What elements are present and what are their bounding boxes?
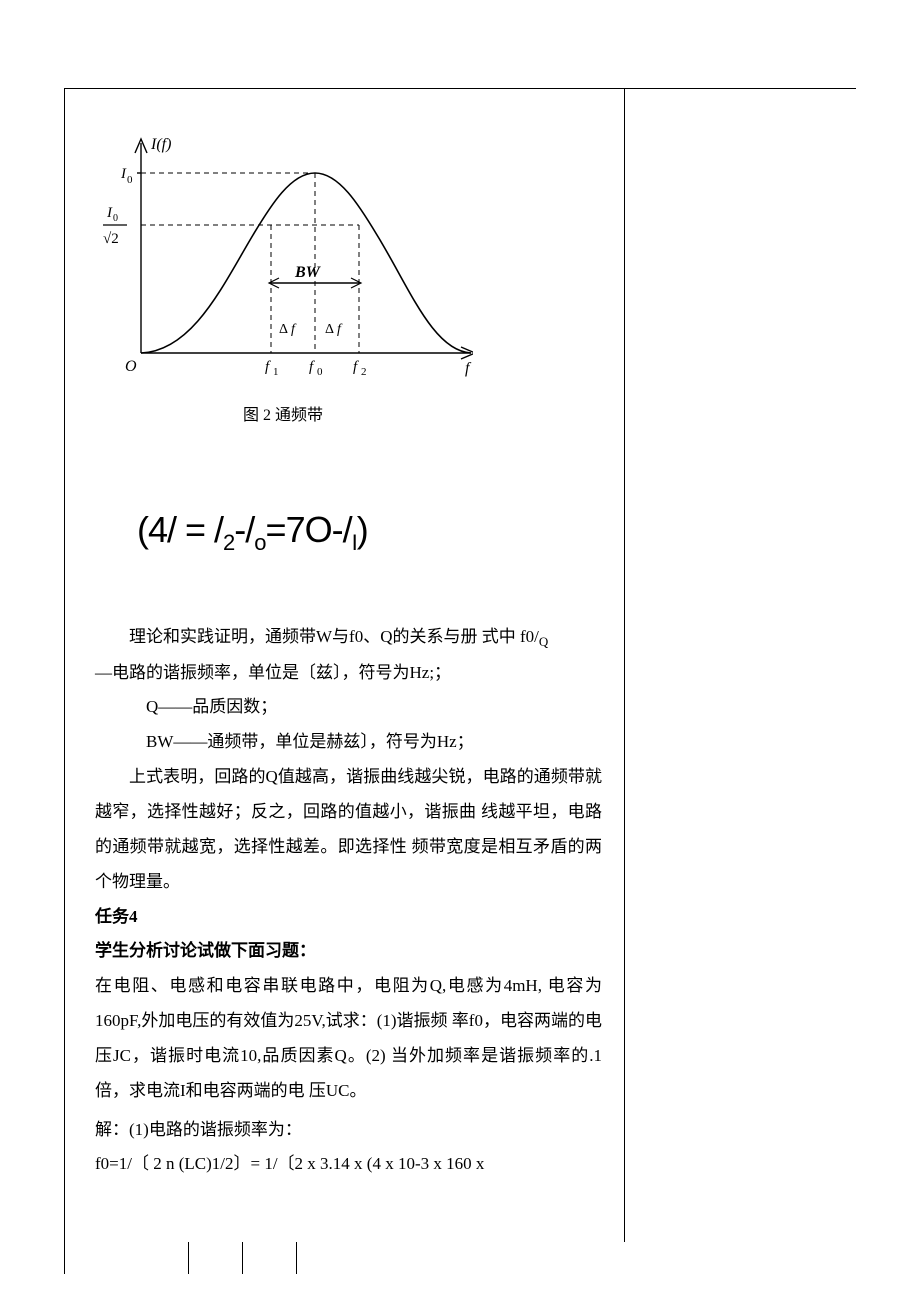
para-4: BW――通频带，单位是赫兹〕，符号为Hz； [95, 725, 602, 760]
question-body: 在电阻、电感和电容串联电路中，电阻为Q,电感为4mH, 电容为160pF,外加电… [95, 969, 602, 1108]
side-cell-3 [243, 1242, 297, 1274]
para-1a: 理论和实践证明，通频带W与f0、Q的关系与册 式中 f0/ [129, 627, 539, 646]
formula-line: (4/ = /2-/o=7O-/I) [65, 425, 624, 620]
main-column: I 0 I 0 √2 I(f) f O f 1 f 0 f [65, 89, 625, 1242]
svg-text:0: 0 [317, 366, 323, 378]
formula-sub1: 2 [223, 530, 234, 555]
chart-container: I 0 I 0 √2 I(f) f O f 1 f 0 f [65, 89, 624, 425]
svg-text:√2: √2 [103, 231, 119, 247]
y-axis-label: I(f) [150, 136, 171, 153]
para-1: 理论和实践证明，通频带W与f0、Q的关系与册 式中 f0/Q [95, 620, 602, 656]
svg-text:f: f [337, 322, 343, 337]
formula-p4: =7O-/ [266, 509, 352, 550]
svg-text:f: f [353, 359, 359, 375]
svg-text:0: 0 [113, 213, 118, 224]
formula-sub2: o [254, 530, 265, 555]
ytick-peak-sub: 0 [127, 174, 133, 186]
ytick-peak: I [120, 166, 127, 182]
svg-text:f: f [309, 359, 315, 375]
svg-text:2: 2 [361, 366, 367, 378]
content-inner: I 0 I 0 √2 I(f) f O f 1 f 0 f [65, 89, 624, 1242]
page-frame: I 0 I 0 √2 I(f) f O f 1 f 0 f [64, 88, 856, 1274]
side-cell-1 [65, 1242, 189, 1274]
solution-block: 解：(1)电路的谐振频率为： f0=1/〔 2 n (LC)1/2〕= 1/〔2… [65, 1113, 624, 1243]
text-block: 理论和实践证明，通频带W与f0、Q的关系与册 式中 f0/Q —电路的谐振频率，… [65, 620, 624, 1113]
svg-text:f: f [291, 322, 297, 337]
chart-caption: 图 2 通频带 [93, 401, 473, 425]
para-5: 上式表明，回路的Q值越高，谐振曲线越尖锐，电路的通频带就越窄，选择性越好；反之，… [95, 760, 602, 899]
side-columns [65, 1242, 297, 1274]
task-subtitle: 学生分析讨论试做下面习题： [95, 934, 602, 969]
origin-label: O [125, 358, 137, 375]
solution-line-2: f0=1/〔 2 n (LC)1/2〕= 1/〔2 x 3.14 x (4 x … [95, 1147, 602, 1182]
bw-label: BW [294, 264, 322, 281]
para-1-sub: Q [539, 634, 548, 649]
solution-line-1: 解：(1)电路的谐振频率为： [95, 1113, 602, 1148]
svg-text:I: I [106, 205, 113, 221]
svg-text:1: 1 [273, 366, 279, 378]
side-cell-2 [189, 1242, 243, 1274]
para-3: Q――品质因数； [95, 690, 602, 725]
svg-text:Δ: Δ [279, 322, 288, 337]
task-title: 任务4 [95, 900, 602, 935]
formula-p6: ) [357, 509, 368, 550]
formula-p2: -/ [234, 509, 254, 550]
svg-text:f: f [265, 359, 271, 375]
x-axis-label: f [465, 360, 472, 377]
bandwidth-chart: I 0 I 0 √2 I(f) f O f 1 f 0 f [93, 125, 473, 395]
svg-text:Δ: Δ [325, 322, 334, 337]
formula-p0: (4/ = / [137, 509, 223, 550]
para-2: —电路的谐振频率，单位是〔兹〕，符号为Hz;； [95, 656, 602, 691]
